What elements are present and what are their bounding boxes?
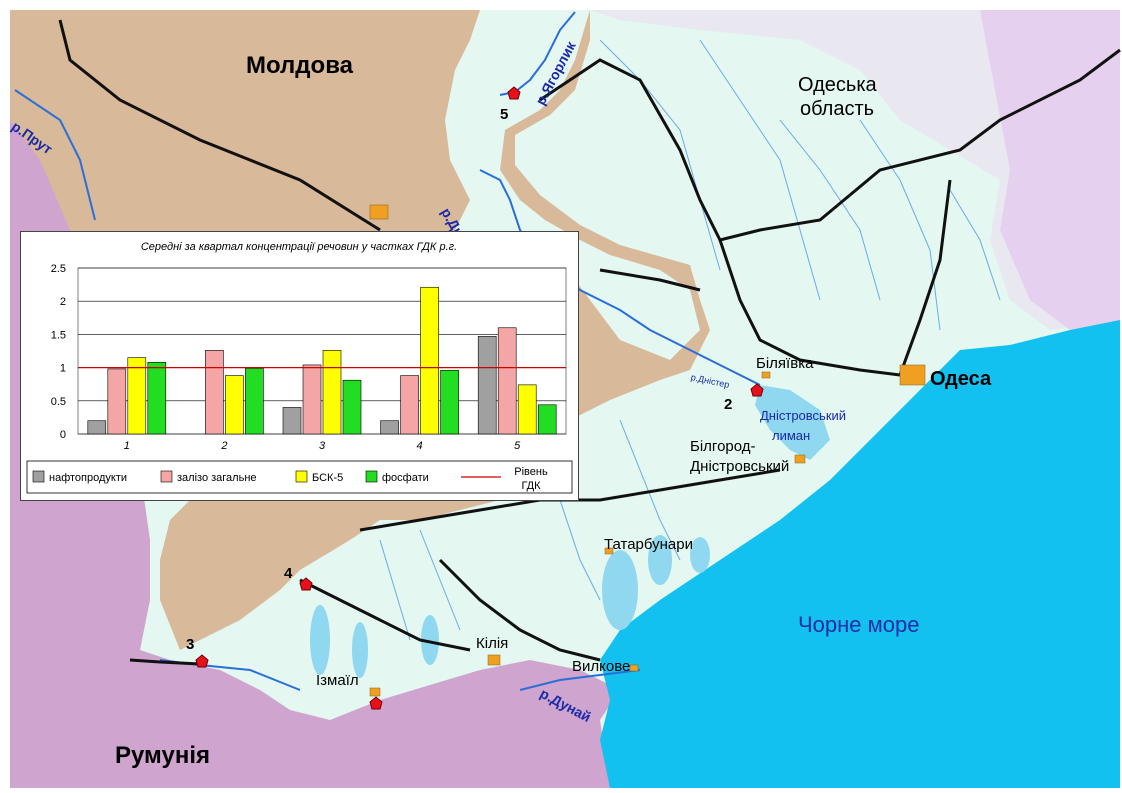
legend-label-reference: Рівень ГДК: [514, 466, 548, 492]
bar-нафтопродукти-1: [87, 420, 107, 435]
bar-фосфати-4: [440, 369, 459, 435]
bar-БСК-5-3: [322, 350, 342, 435]
chart: Середні за квартал концентрації речовин …: [26, 241, 573, 494]
y-tick-label: 1: [60, 363, 66, 375]
x-tick-label: 4: [417, 440, 423, 452]
bar-фосфати-3: [342, 379, 362, 435]
bar-нафтопродукти-3: [282, 407, 302, 435]
station-3-label: 3: [186, 636, 195, 653]
station-2-label: 2: [724, 396, 733, 413]
bar-фосфати-1: [147, 361, 167, 435]
label-odesa-region-2: область: [800, 98, 875, 120]
bar-залізо загальне-2: [205, 350, 224, 435]
y-tick-label: 0: [60, 429, 66, 441]
x-tick-label: 5: [514, 440, 521, 452]
label-odesa-region-1: Одеська: [798, 74, 877, 96]
y-tick-label: 2.5: [51, 263, 66, 275]
label-bilhorod-1: Білгород-: [690, 438, 756, 455]
bar-фосфати-2: [245, 367, 264, 435]
legend-swatch-нафтопродукти: [32, 470, 45, 483]
legend-label-нафтопродукти: нафтопродукти: [49, 472, 127, 484]
neighbor-region: [590, 10, 1120, 330]
bar-залізо загальне-4: [400, 375, 419, 435]
label-izmail: Ізмаїл: [316, 672, 359, 689]
dniester-liman: [755, 385, 830, 460]
x-tick-label: 2: [220, 440, 227, 452]
bar-БСК-5-4: [420, 286, 439, 435]
label-kiliya: Кілія: [476, 635, 509, 652]
bar-БСК-5-1: [127, 357, 147, 435]
bar-БСК-5-5: [517, 384, 537, 435]
label-bilyaivka: Біляївка: [756, 355, 814, 372]
x-tick-label: 3: [319, 440, 326, 452]
black-sea: [600, 320, 1120, 788]
bar-залізо загальне-5: [497, 327, 517, 435]
legend-label-фосфати: фосфати: [382, 472, 429, 484]
y-tick-label: 2: [60, 296, 66, 308]
y-tick-label: 0.5: [51, 396, 66, 408]
chart-title: Середні за квартал концентрації речовин …: [141, 241, 457, 253]
station-5-label: 5: [500, 106, 509, 123]
bar-нафтопродукти-4: [380, 420, 399, 435]
chart-panel: Середні за квартал концентрації речовин …: [20, 231, 579, 501]
station-4-label: 4: [284, 565, 293, 582]
legend-swatch-БСК-5: [295, 470, 308, 483]
label-tatarbunary: Татарбунари: [604, 536, 693, 553]
y-tick-label: 1.5: [51, 329, 66, 341]
bar-БСК-5-2: [225, 375, 244, 435]
label-vylkove: Вилкове: [572, 658, 631, 675]
bar-фосфати-5: [537, 404, 557, 435]
label-moldova: Молдова: [246, 52, 353, 79]
legend-swatch-залізо загальне: [160, 470, 173, 483]
legend-label-залізо загальне: залізо загальне: [177, 472, 257, 484]
label-odesa: Одеса: [930, 368, 992, 390]
label-liman-2: лиман: [772, 428, 811, 443]
legend-swatch-фосфати: [365, 470, 378, 483]
label-romania: Румунія: [115, 742, 210, 769]
cities: [369, 204, 926, 697]
bar-залізо загальне-1: [107, 368, 127, 435]
roads: [58, 19, 1121, 666]
label-bilhorod-2: Дністровський: [690, 458, 790, 475]
x-tick-label: 1: [124, 440, 130, 452]
legend-label-БСК-5: БСК-5: [312, 472, 343, 484]
label-liman-1: Дністровський: [760, 408, 847, 423]
stations: [195, 86, 764, 710]
bar-нафтопродукти-5: [477, 336, 497, 435]
neighbor-region-2: [980, 10, 1120, 330]
bar-залізо загальне-3: [302, 364, 322, 435]
label-black-sea: Чорне море: [798, 612, 920, 637]
